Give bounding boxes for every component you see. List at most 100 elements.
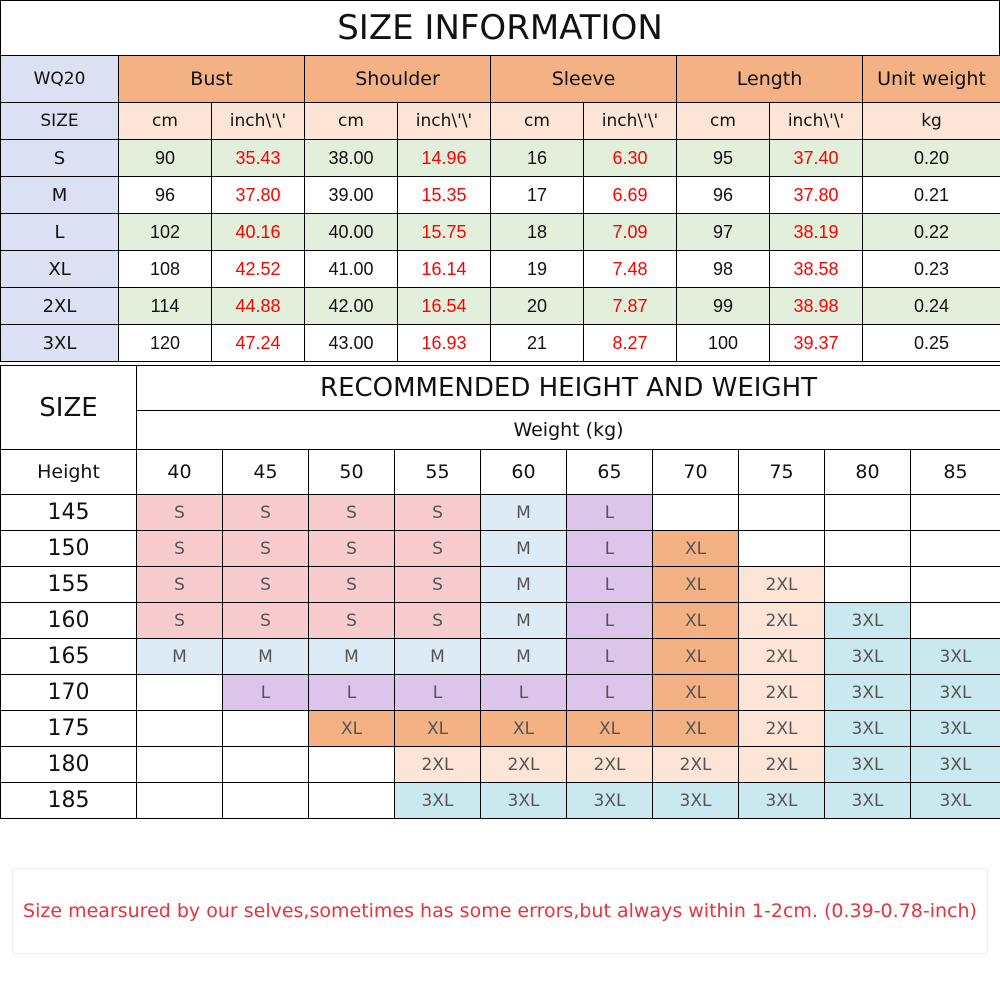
weight-cell: 0.25 bbox=[862, 324, 1000, 362]
sleeve-cm-cell: 21 bbox=[490, 324, 585, 362]
length-cm-cell: 100 bbox=[676, 324, 771, 362]
recommended-size-cell: XL bbox=[652, 638, 739, 675]
recommended-size-cell: S bbox=[308, 494, 395, 531]
shoulder-header: Shoulder bbox=[303, 55, 492, 103]
size-cell: L bbox=[0, 213, 119, 251]
sleeve-in-cell: 8.27 bbox=[583, 324, 678, 362]
size-cell: XL bbox=[0, 250, 119, 288]
recommended-size-cell bbox=[308, 746, 395, 783]
shoulder-cm-cell: 38.00 bbox=[304, 139, 398, 177]
recommended-size-cell: L bbox=[480, 674, 567, 711]
length-cm-cell: 95 bbox=[676, 139, 771, 177]
height-row: 145 S S S S M L bbox=[0, 494, 1000, 531]
recommended-size-cell: XL bbox=[652, 710, 739, 747]
recommended-size-cell: M bbox=[308, 638, 395, 675]
recommended-size-cell: 3XL bbox=[909, 746, 1000, 783]
recommended-size-cell: 2XL bbox=[480, 746, 567, 783]
length-in-cell: 38.58 bbox=[769, 250, 864, 288]
height-row: 150 S S S S M L XL bbox=[0, 530, 1000, 567]
recommended-size-cell bbox=[136, 782, 223, 819]
recommended-size-cell: 2XL bbox=[738, 638, 825, 675]
height-cell: 185 bbox=[0, 782, 137, 819]
recommended-size-cell: 3XL bbox=[824, 746, 911, 783]
length-cm-cell: 97 bbox=[676, 213, 771, 251]
recommended-size-cell bbox=[824, 566, 911, 603]
height-cell: 165 bbox=[0, 638, 137, 675]
recommended-size-cell: 3XL bbox=[652, 782, 739, 819]
weight-cell: 0.20 bbox=[862, 139, 1000, 177]
bust-cm-cell: 102 bbox=[118, 213, 212, 251]
recommended-size-cell: S bbox=[222, 602, 309, 639]
sleeve-in-cell: 7.87 bbox=[583, 287, 678, 325]
sleeve-cm-cell: 17 bbox=[490, 176, 585, 214]
recommended-size-cell bbox=[222, 746, 309, 783]
recommended-size-cell: L bbox=[566, 674, 653, 711]
weight-cell: 0.22 bbox=[862, 213, 1000, 251]
height-cell: 150 bbox=[0, 530, 137, 567]
weight-header-cell: 85 bbox=[909, 449, 1000, 495]
recommended-size-cell: L bbox=[308, 674, 395, 711]
recommended-size-cell: XL bbox=[652, 530, 739, 567]
shoulder-in-cell: 16.14 bbox=[396, 250, 492, 288]
recommended-size-cell: XL bbox=[652, 566, 739, 603]
recommended-size-cell: S bbox=[394, 566, 481, 603]
weight-header-cell: 55 bbox=[394, 449, 481, 495]
measure-header-row: WQ20 Bust Shoulder Sleeve Length Unit we… bbox=[0, 55, 1000, 103]
shoulder-cm-cell: 43.00 bbox=[304, 324, 398, 362]
size-cell: S bbox=[0, 139, 119, 177]
recommended-size-cell: L bbox=[566, 566, 653, 603]
height-row: 155 S S S S M L XL 2XL bbox=[0, 566, 1000, 603]
weight-header-cell: 50 bbox=[308, 449, 395, 495]
bust-in-cell: 40.16 bbox=[211, 213, 305, 251]
weight-header-cell: 45 bbox=[222, 449, 309, 495]
sleeve-cm-cell: 16 bbox=[490, 139, 585, 177]
recommended-size-cell: S bbox=[222, 530, 309, 567]
size-row: L 102 40.16 40.00 15.75 18 7.09 97 38.19 0.22 bbox=[0, 213, 1000, 251]
size-row: M 96 37.80 39.00 15.35 17 6.69 96 37.80 0.21 bbox=[0, 176, 1000, 214]
height-cell: 170 bbox=[0, 674, 137, 711]
sleeve-header: Sleeve bbox=[490, 55, 678, 103]
unit-row: SIZE cm inch\'\' cm inch\'\' cm inch\'\'… bbox=[0, 102, 1000, 140]
height-cell: 145 bbox=[0, 494, 137, 531]
height-row: 165 M M M M M L XL 2XL 3XL 3XL bbox=[0, 638, 1000, 675]
recommended-size-cell: XL bbox=[394, 710, 481, 747]
weight-header-cell: 75 bbox=[738, 449, 825, 495]
recommended-size-cell bbox=[824, 494, 911, 531]
recommended-size-cell: L bbox=[222, 674, 309, 711]
sleeve-in-cell: 6.69 bbox=[583, 176, 678, 214]
recommended-size-cell: 2XL bbox=[394, 746, 481, 783]
recommended-size-cell: 2XL bbox=[738, 602, 825, 639]
size-header: SIZE bbox=[0, 102, 119, 140]
height-cell: 180 bbox=[0, 746, 137, 783]
recommended-size-cell: 2XL bbox=[652, 746, 739, 783]
height-row: 175 XL XL XL XL XL 2XL 3XL 3XL bbox=[0, 710, 1000, 747]
recommended-size-cell: S bbox=[222, 566, 309, 603]
recommended-size-cell bbox=[738, 530, 825, 567]
length-cm-cell: 99 bbox=[676, 287, 771, 325]
recommended-size-cell: M bbox=[394, 638, 481, 675]
recommended-size-cell: S bbox=[394, 602, 481, 639]
sleeve-inch-unit: inch\'\' bbox=[583, 102, 678, 140]
recommended-size-cell bbox=[909, 530, 1000, 567]
weight-cell: 0.23 bbox=[862, 250, 1000, 288]
bust-cm-cell: 90 bbox=[118, 139, 212, 177]
weight-label-row: Weight (kg) bbox=[1, 410, 1000, 450]
recommended-size-cell bbox=[909, 566, 1000, 603]
recommended-size-cell: S bbox=[308, 530, 395, 567]
bust-in-cell: 37.80 bbox=[211, 176, 305, 214]
recommended-size-cell: M bbox=[222, 638, 309, 675]
sleeve-in-cell: 7.48 bbox=[583, 250, 678, 288]
size-row: S 90 35.43 38.00 14.96 16 6.30 95 37.40 0.20 bbox=[0, 139, 1000, 177]
length-in-cell: 39.37 bbox=[769, 324, 864, 362]
length-cm-cell: 96 bbox=[676, 176, 771, 214]
recommended-size-cell bbox=[652, 494, 739, 531]
recommended-size-cell: L bbox=[566, 638, 653, 675]
recommended-size-cell: 3XL bbox=[738, 782, 825, 819]
recommend-size-header: SIZE bbox=[0, 365, 137, 450]
height-row: 180 2XL 2XL 2XL 2XL 2XL 3XL 3XL bbox=[0, 746, 1000, 783]
recommended-size-cell: 3XL bbox=[566, 782, 653, 819]
sleeve-in-cell: 7.09 bbox=[583, 213, 678, 251]
recommended-size-cell: 2XL bbox=[738, 566, 825, 603]
height-cell: 155 bbox=[0, 566, 137, 603]
recommended-size-cell: 2XL bbox=[738, 710, 825, 747]
